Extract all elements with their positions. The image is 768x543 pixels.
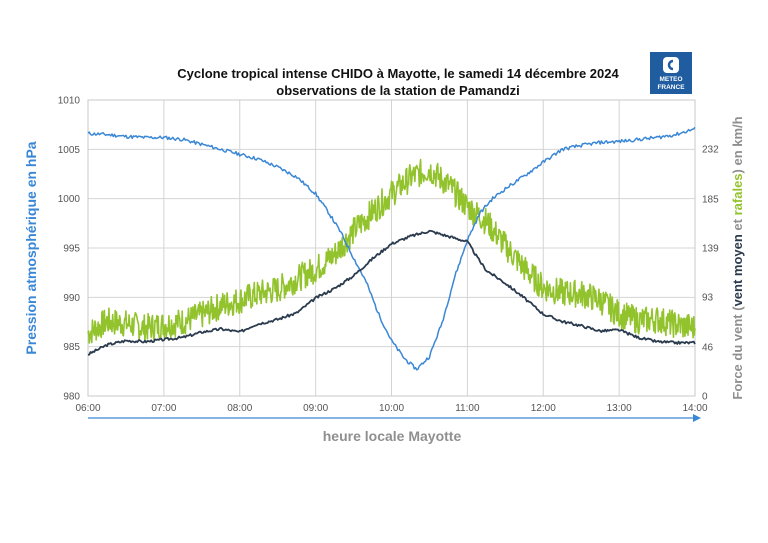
- x-tick-label: 07:00: [151, 403, 176, 414]
- chart-title-line2: observations de la station de Pamandzi: [276, 83, 519, 98]
- y-left-tick-label: 995: [63, 244, 80, 255]
- meteo-france-logo: METEO FRANCE: [650, 52, 692, 94]
- y-left-tick-labels: 980 985 990 995 1000 1005 1010: [58, 96, 81, 403]
- arrow-right-icon: [693, 414, 701, 422]
- plot-frame: [87, 99, 696, 397]
- y-left-tick-label: 985: [63, 342, 80, 353]
- y-left-tick-label: 1010: [58, 96, 81, 107]
- x-tick-label: 14:00: [682, 403, 707, 414]
- x-axis-label: heure locale Mayotte: [323, 428, 462, 444]
- y-right-tick-label: 232: [702, 144, 719, 155]
- logo-text-meteo: METEO: [659, 76, 682, 83]
- y-left-axis-label: Pression atmosphérique en hPa: [23, 141, 39, 354]
- y-right-tick-label: 93: [702, 292, 714, 303]
- y-right-axis-label: Force du vent (vent moyen et rafales) en…: [730, 116, 745, 399]
- series: [87, 126, 696, 371]
- mean-wind-series-line: [87, 229, 696, 356]
- x-tick-label: 06:00: [75, 403, 100, 414]
- grid: [87, 99, 696, 397]
- x-tick-label: 10:00: [379, 403, 404, 414]
- x-tick-labels: 06:00 07:00 08:00 09:00 10:00 11:00 12:00 13:00…: [75, 403, 707, 414]
- y-right-tick-label: 0: [702, 392, 708, 403]
- x-tick-label: 11:00: [455, 403, 480, 414]
- x-tick-label: 13:00: [607, 403, 632, 414]
- y-right-label-and: et: [730, 215, 745, 234]
- pressure-series-line: [87, 126, 696, 371]
- y-left-tick-label: 1005: [58, 145, 81, 156]
- x-axis-arrow: [88, 414, 701, 422]
- x-tick-label: 12:00: [531, 403, 556, 414]
- y-right-label-suffix: ) en km/h: [730, 116, 745, 173]
- gusts-series-line: [87, 158, 696, 344]
- chart-title-line1: Cyclone tropical intense CHIDO à Mayotte…: [177, 66, 619, 81]
- y-right-label-gusts: rafales: [730, 173, 745, 215]
- y-left-tick-label: 990: [63, 293, 80, 304]
- y-right-tick-labels: 0 46 93 139 185 232: [702, 144, 719, 402]
- y-right-tick-label: 139: [702, 244, 719, 255]
- logo-text-france: FRANCE: [657, 84, 685, 91]
- y-left-tick-label: 980: [63, 392, 80, 403]
- x-tick-label: 08:00: [227, 403, 252, 414]
- y-left-tick-label: 1000: [58, 194, 81, 205]
- logo-emblem-icon: [663, 57, 679, 73]
- y-right-tick-label: 46: [702, 343, 714, 354]
- y-right-label-mean: vent moyen: [730, 234, 745, 306]
- y-right-tick-label: 185: [702, 195, 719, 206]
- chart-title: Cyclone tropical intense CHIDO à Mayotte…: [177, 66, 619, 98]
- y-right-label-prefix: Force du vent (: [730, 306, 745, 400]
- x-tick-label: 09:00: [303, 403, 328, 414]
